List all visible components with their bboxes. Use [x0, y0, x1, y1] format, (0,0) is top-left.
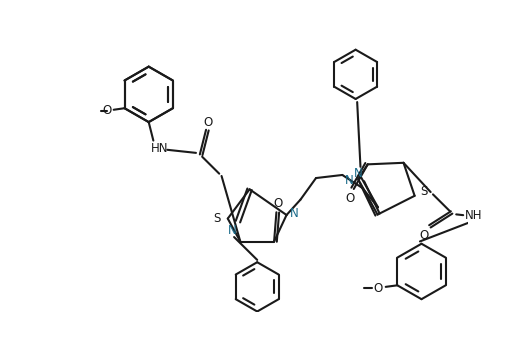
Text: N: N: [227, 224, 236, 237]
Text: NH: NH: [465, 209, 483, 222]
Text: O: O: [345, 192, 355, 205]
Text: O: O: [274, 197, 282, 210]
Text: S: S: [213, 212, 220, 225]
Text: N: N: [345, 174, 353, 187]
Text: N: N: [354, 167, 362, 180]
Text: N: N: [290, 207, 298, 220]
Text: HN: HN: [151, 142, 168, 155]
Text: O: O: [373, 282, 383, 295]
Text: O: O: [103, 104, 112, 117]
Text: S: S: [420, 185, 427, 198]
Text: O: O: [203, 116, 212, 128]
Text: O: O: [420, 229, 429, 241]
